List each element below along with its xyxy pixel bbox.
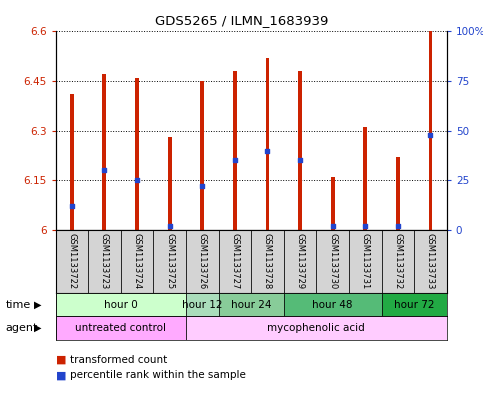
Bar — [219, 293, 284, 316]
Text: ■: ■ — [56, 354, 70, 365]
Bar — [251, 230, 284, 293]
Text: ▶: ▶ — [34, 323, 42, 333]
Bar — [219, 230, 251, 293]
Text: hour 72: hour 72 — [394, 299, 434, 310]
Text: GSM1133722: GSM1133722 — [67, 233, 76, 289]
Text: percentile rank within the sample: percentile rank within the sample — [70, 370, 246, 380]
Text: GSM1133733: GSM1133733 — [426, 233, 435, 289]
Bar — [382, 230, 414, 293]
Point — [264, 147, 271, 154]
Point — [68, 203, 76, 209]
Text: agent: agent — [6, 323, 38, 333]
Bar — [284, 230, 316, 293]
Bar — [363, 127, 367, 230]
Point — [296, 157, 304, 163]
Point — [231, 157, 239, 163]
Text: GSM1133728: GSM1133728 — [263, 233, 272, 289]
Text: GSM1133723: GSM1133723 — [100, 233, 109, 289]
Text: GDS5265 / ILMN_1683939: GDS5265 / ILMN_1683939 — [155, 14, 328, 27]
Text: untreated control: untreated control — [75, 323, 166, 333]
Text: transformed count: transformed count — [70, 354, 167, 365]
Bar — [428, 31, 432, 230]
Text: hour 0: hour 0 — [104, 299, 138, 310]
Bar — [396, 157, 400, 230]
Point — [166, 223, 173, 229]
Text: time: time — [6, 299, 31, 310]
Point — [394, 223, 402, 229]
Point — [361, 223, 369, 229]
Text: GSM1133724: GSM1133724 — [132, 233, 142, 289]
Text: hour 12: hour 12 — [182, 299, 223, 310]
Bar — [284, 293, 382, 316]
Bar — [200, 81, 204, 230]
Bar — [266, 58, 270, 230]
Point — [329, 223, 337, 229]
Bar — [70, 94, 74, 230]
Text: hour 24: hour 24 — [231, 299, 271, 310]
Bar — [186, 293, 218, 316]
Point — [426, 132, 434, 138]
Bar — [316, 230, 349, 293]
Bar — [168, 137, 171, 230]
Bar — [414, 230, 447, 293]
Bar — [102, 74, 106, 230]
Bar — [186, 316, 447, 340]
Bar — [56, 230, 88, 293]
Bar — [88, 230, 121, 293]
Bar — [121, 230, 154, 293]
Point — [133, 177, 141, 184]
Text: GSM1133726: GSM1133726 — [198, 233, 207, 289]
Bar — [298, 71, 302, 230]
Bar — [233, 71, 237, 230]
Point — [199, 183, 206, 189]
Bar — [186, 230, 218, 293]
Text: GSM1133725: GSM1133725 — [165, 233, 174, 289]
Bar — [154, 230, 186, 293]
Bar — [349, 230, 382, 293]
Bar — [382, 293, 447, 316]
Bar — [331, 177, 335, 230]
Text: ▶: ▶ — [34, 299, 42, 310]
Text: GSM1133731: GSM1133731 — [361, 233, 370, 289]
Bar — [56, 316, 186, 340]
Text: GSM1133730: GSM1133730 — [328, 233, 337, 289]
Bar — [135, 78, 139, 230]
Text: ■: ■ — [56, 370, 70, 380]
Text: GSM1133727: GSM1133727 — [230, 233, 240, 289]
Text: GSM1133732: GSM1133732 — [393, 233, 402, 289]
Text: hour 48: hour 48 — [313, 299, 353, 310]
Text: GSM1133729: GSM1133729 — [296, 233, 305, 289]
Point — [100, 167, 108, 174]
Text: mycophenolic acid: mycophenolic acid — [268, 323, 365, 333]
Bar — [56, 293, 186, 316]
